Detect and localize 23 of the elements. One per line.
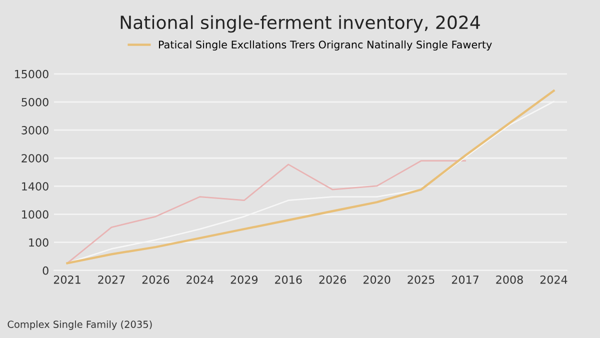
- category-label: 15000: [15, 70, 48, 78]
- x-tick-label: 2024: [540, 275, 568, 284]
- category-label: 3000: [22, 126, 48, 134]
- category-label: 1400: [22, 182, 48, 191]
- text: Complex Single Family (2035): [8, 320, 152, 330]
- x-tick-label: 2026: [142, 275, 170, 284]
- x-tick-label: 2008: [496, 275, 523, 284]
- category-label: 1000: [22, 210, 48, 219]
- x-tick-label: 2020: [364, 275, 390, 284]
- x-tick-label: 2017: [452, 275, 478, 284]
- category-label: 5000: [22, 98, 48, 106]
- category-label: 2000: [22, 154, 48, 163]
- x-tick-label: 2029: [230, 275, 258, 284]
- x-tick-label: 2024: [186, 275, 214, 284]
- x-tick-label: 2016: [275, 275, 302, 284]
- x-tick-label: 2021: [54, 275, 80, 284]
- legend-label: Patical Single Excllations Trers Origranc Natinally Single Fawerty: [159, 40, 492, 51]
- x-tick-label: 2027: [98, 275, 125, 284]
- x-tick-label: 2025: [408, 275, 434, 284]
- x-tick-label: 2026: [319, 275, 346, 284]
- chart-title: National single-ferment inventory, 2024: [120, 15, 480, 33]
- category-label: 100: [29, 238, 48, 247]
- category-label: 0: [42, 266, 48, 275]
